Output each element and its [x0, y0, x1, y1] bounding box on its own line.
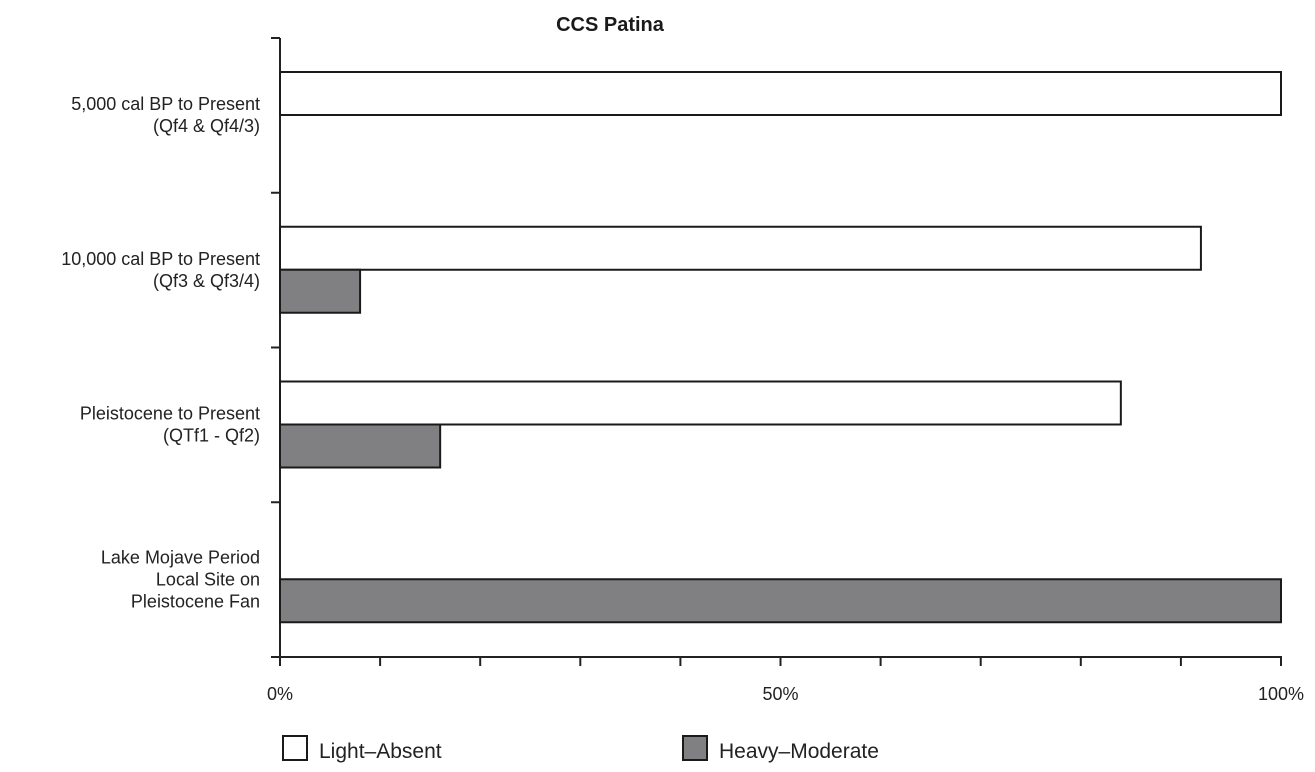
bar-light-absent: [279, 225, 1202, 271]
category-label: (QTf1 - Qf2): [163, 426, 260, 446]
bar-heavy-moderate: [279, 268, 362, 314]
category-label: Lake Mojave Period: [101, 547, 260, 567]
category-label: 5,000 cal BP to Present: [71, 94, 260, 114]
x-tick-label: 0%: [267, 684, 293, 704]
category-label: 10,000 cal BP to Present: [61, 249, 260, 269]
legend-label-heavy-moderate: Heavy–Moderate: [719, 740, 879, 763]
category-label: Pleistocene to Present: [80, 404, 260, 424]
bar-heavy-moderate: [279, 578, 1282, 624]
category-label: Local Site on: [156, 569, 260, 589]
bar-light-absent: [279, 380, 1122, 426]
legend: Light–Absent Heavy–Moderate: [282, 735, 879, 763]
legend-swatch-light-absent: [282, 735, 308, 761]
category-labels: 5,000 cal BP to Present(Qf4 & Qf4/3) 10,0…: [61, 94, 260, 611]
legend-label-light-absent: Light–Absent: [319, 740, 442, 763]
x-tick-label: 50%: [762, 684, 798, 704]
bar-light-absent: [279, 71, 1282, 116]
category-label: Pleistocene Fan: [131, 591, 260, 611]
x-tick-label: 100%: [1258, 684, 1304, 704]
bars: [279, 71, 1282, 624]
x-axis-ticks: 0% 50% 100%: [267, 657, 1304, 704]
chart-title: CCS Patina: [556, 14, 665, 36]
category-label: (Qf4 & Qf4/3): [153, 116, 260, 136]
axes: [271, 37, 1282, 658]
bar-heavy-moderate: [279, 423, 442, 469]
category-label: (Qf3 & Qf3/4): [153, 271, 260, 291]
legend-swatch-heavy-moderate: [682, 735, 708, 761]
